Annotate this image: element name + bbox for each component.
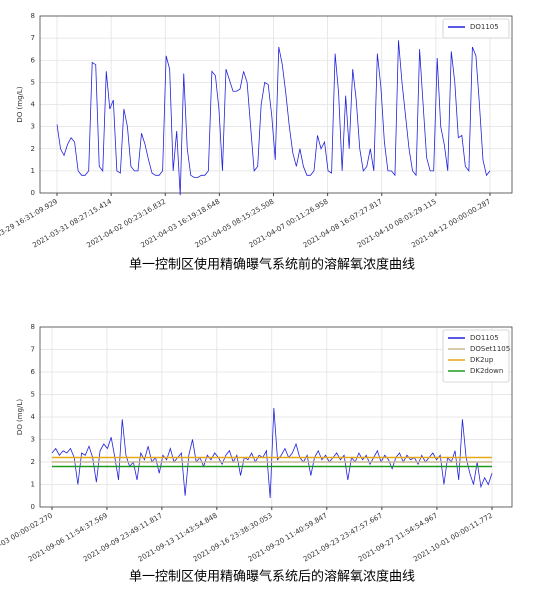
y-tick-label: 6 — [31, 368, 36, 376]
y-tick-label: 2 — [31, 458, 35, 466]
y-tick-label: 1 — [31, 167, 35, 175]
legend-label: DOSet1105 — [470, 345, 510, 353]
data-line — [51, 407, 493, 499]
y-tick-label: 3 — [31, 123, 35, 131]
legend-box — [442, 18, 510, 39]
data-line — [56, 40, 491, 196]
chart-caption: 单一控制区使用精确曝气系统前的溶解氧浓度曲线 — [129, 257, 415, 273]
y-tick-label: 2 — [31, 145, 35, 153]
legend-label: DO1105 — [470, 23, 499, 31]
y-tick-label: 6 — [31, 56, 36, 64]
x-tick-label: 2021-03-29 16:31:09.929 — [0, 198, 59, 250]
y-tick-label: 7 — [31, 34, 35, 42]
y-tick-label: 8 — [31, 12, 35, 20]
legend: DO1105 DOSet1105 DK2up DK2down — [442, 329, 510, 383]
y-axis-label: DO (mg/L) — [16, 86, 24, 122]
legend: DO1105 — [442, 18, 510, 39]
legend-label: DK2down — [470, 367, 503, 375]
legend-label: DK2up — [470, 356, 494, 364]
y-tick-label: 7 — [31, 346, 35, 354]
legend-box — [442, 329, 510, 383]
y-axis-label: DO (mg/L) — [16, 399, 24, 435]
y-tick-label: 8 — [31, 323, 35, 331]
y-tick-label: 4 — [31, 413, 36, 421]
y-tick-label: 0 — [31, 189, 35, 197]
y-tick-label: 1 — [31, 481, 35, 489]
legend-label: DO1105 — [470, 334, 499, 342]
y-tick-label: 4 — [31, 101, 36, 109]
y-tick-label: 5 — [31, 391, 35, 399]
chart-caption: 单一控制区使用精确曝气系统后的溶解氧浓度曲线 — [129, 569, 415, 585]
plot-frame — [39, 15, 513, 194]
y-tick-label: 0 — [31, 503, 35, 511]
y-tick-label: 3 — [31, 436, 35, 444]
y-tick-label: 5 — [31, 78, 35, 86]
plot-frame — [39, 326, 513, 508]
